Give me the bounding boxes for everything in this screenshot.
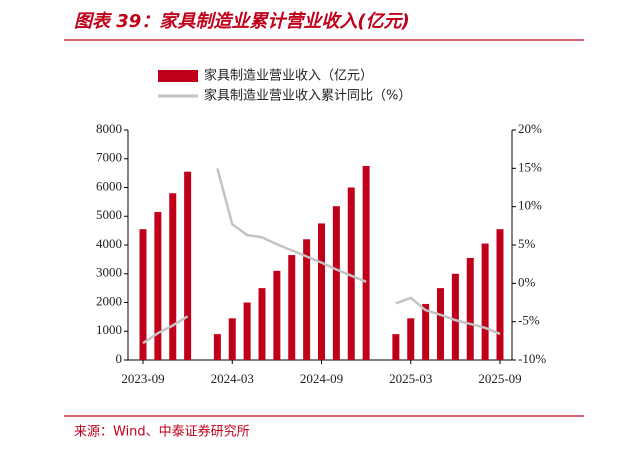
y-tick-label: 6000 [96,178,122,193]
bar [392,334,400,360]
y-tick-label: 0 [116,351,123,366]
x-tick-label: 2024-09 [300,371,343,386]
bar [451,273,459,360]
bar [184,171,192,360]
bar [258,288,266,360]
bar [139,229,147,360]
chart-title: 图表 39：家具制造业累计营业收入(亿元) [74,11,410,32]
y2-tick-label: 5% [518,236,536,251]
bar [228,318,236,360]
bar [481,243,489,360]
bar [154,211,162,360]
x-tick-label: 2024-03 [211,371,254,386]
bar [332,206,340,360]
bar [213,334,221,360]
bar [407,318,415,360]
y2-tick-label: 20% [518,121,542,136]
bar [169,193,177,360]
bar [273,270,281,360]
bar [422,303,430,360]
y2-tick-label: 15% [518,159,542,174]
bar [437,288,444,360]
bar [362,165,370,360]
y-tick-label: 5000 [96,207,122,222]
line [142,168,501,345]
legend-label: 家具制造业营业收入（亿元） [204,68,373,84]
y-tick-label: 8000 [96,121,122,136]
y-tick-label: 2000 [96,293,122,308]
y-tick-label: 3000 [96,265,122,280]
legend-swatch [158,70,198,82]
source: 来源：Wind、中泰证券研究所 [74,424,250,440]
bar [318,223,325,360]
y-tick-label: 4000 [96,236,122,251]
y2-tick-label: -5% [518,313,540,328]
y-tick-label: 1000 [96,322,122,337]
bar [347,187,355,360]
y-tick-label: 7000 [96,150,122,165]
x-tick-label: 2025-03 [389,371,432,386]
x-tick-label: 2023-09 [121,371,164,386]
bar [303,239,311,360]
bar [288,255,296,360]
bar [243,302,251,360]
x-tick-label: 2025-09 [478,371,521,386]
bar [496,229,504,360]
bar [466,257,474,360]
legend-label: 家具制造业营业收入累计同比（%） [204,88,411,104]
y2-tick-label: 0% [518,274,536,289]
y2-tick-label: 10% [518,198,542,213]
y2-tick-label: -10% [518,351,546,366]
